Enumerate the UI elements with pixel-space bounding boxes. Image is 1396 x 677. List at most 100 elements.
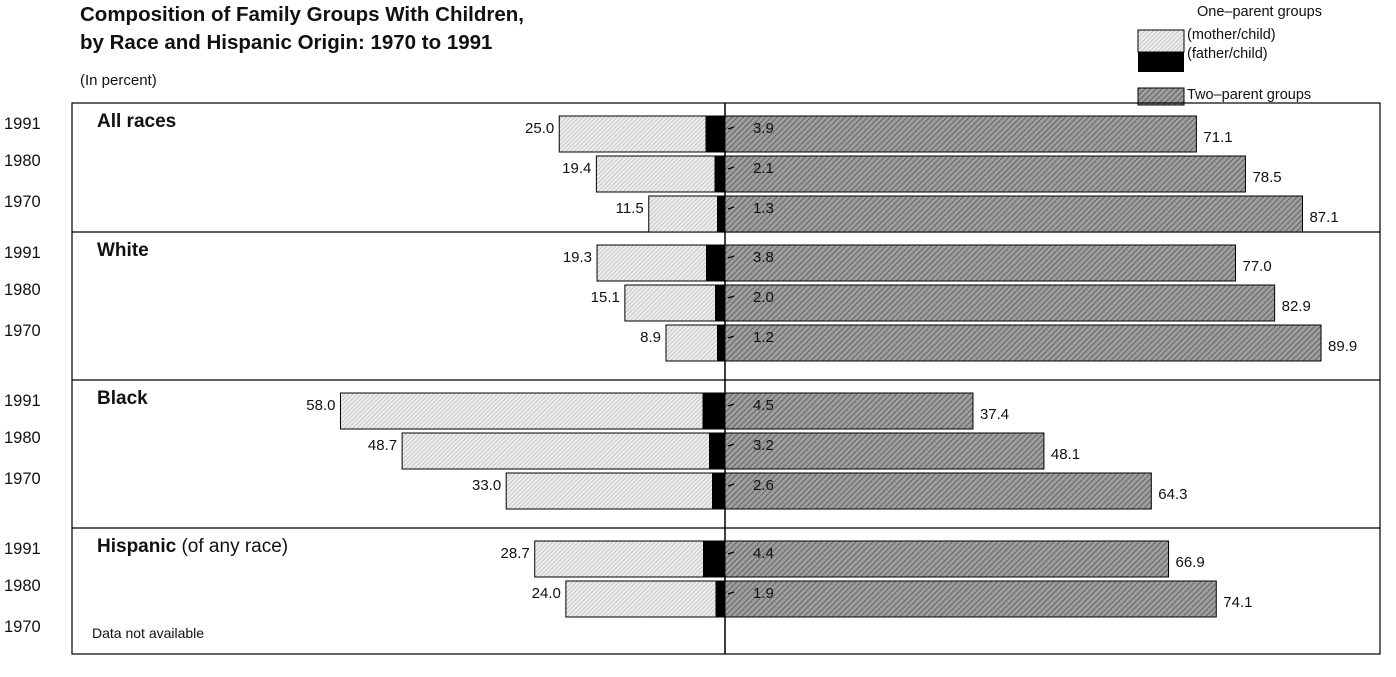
label-father-hispanic-1991: 4.4 bbox=[753, 545, 774, 562]
group-label-all-races: All races bbox=[97, 111, 176, 132]
leader-father-all-races-1980 bbox=[727, 166, 735, 170]
label-father-black-1980: 3.2 bbox=[753, 437, 774, 454]
bar-mother-child-all-races-1991 bbox=[558, 115, 726, 153]
label-mother-all-races-1970: 11.5 bbox=[616, 200, 644, 217]
note-hispanic-1970: Data not available bbox=[92, 625, 204, 641]
label-mother-white-1991: 19.3 bbox=[563, 249, 592, 266]
label-two-parent-white-1970: 89.9 bbox=[1328, 338, 1357, 355]
bar-two-parent-black-1991 bbox=[724, 392, 974, 430]
bar-father-child-white-1980 bbox=[715, 285, 725, 321]
legend-mother-label: (mother/child) bbox=[1187, 27, 1276, 43]
label-father-hispanic-1980: 1.9 bbox=[753, 585, 774, 602]
leader-father-hispanic-1991 bbox=[727, 551, 735, 555]
legend-two-parent-label: Two–parent groups bbox=[1187, 87, 1312, 103]
bar-mother-child-black-1970 bbox=[505, 472, 726, 510]
leader-father-white-1980 bbox=[727, 295, 735, 299]
label-mother-white-1970: 8.9 bbox=[640, 329, 661, 346]
legend-swatch-father bbox=[1138, 52, 1184, 72]
label-two-parent-all-races-1970: 87.1 bbox=[1309, 209, 1338, 226]
leader-father-hispanic-1980 bbox=[727, 591, 735, 595]
chart-title-line-2: by Race and Hispanic Origin: 1970 to 199… bbox=[80, 31, 493, 54]
bar-two-parent-all-races-1991 bbox=[724, 115, 1197, 153]
label-father-all-races-1991: 3.9 bbox=[753, 120, 774, 137]
bar-father-child-black-1991 bbox=[702, 393, 725, 429]
legend-swatch-mother bbox=[1137, 29, 1185, 53]
group-label-hispanic: Hispanic (of any race) bbox=[97, 536, 288, 557]
legend-one-parent-heading: One–parent groups bbox=[1197, 4, 1322, 20]
bar-two-parent-white-1970 bbox=[724, 324, 1322, 362]
year-label-all-races-1980: 1980 bbox=[4, 152, 41, 170]
bar-father-child-hispanic-1980 bbox=[715, 581, 725, 617]
label-two-parent-all-races-1991: 71.1 bbox=[1203, 129, 1232, 146]
label-mother-hispanic-1980: 24.0 bbox=[532, 585, 561, 602]
leader-father-white-1970 bbox=[727, 335, 735, 339]
label-two-parent-white-1991: 77.0 bbox=[1243, 258, 1272, 275]
chart-title-line-1: Composition of Family Groups With Childr… bbox=[80, 3, 524, 26]
bar-mother-child-white-1991 bbox=[596, 244, 726, 282]
bar-mother-child-black-1980 bbox=[401, 432, 726, 470]
bar-two-parent-white-1991 bbox=[724, 244, 1237, 282]
year-label-hispanic-1970: 1970 bbox=[4, 618, 41, 636]
bar-father-child-hispanic-1991 bbox=[703, 541, 725, 577]
year-label-black-1980: 1980 bbox=[4, 429, 41, 447]
legend-swatch-two-parent bbox=[1137, 87, 1185, 106]
label-two-parent-all-races-1980: 78.5 bbox=[1252, 169, 1281, 186]
bar-mother-child-hispanic-1980 bbox=[565, 580, 726, 618]
bar-two-parent-white-1980 bbox=[724, 284, 1276, 322]
label-two-parent-hispanic-1991: 66.9 bbox=[1176, 554, 1205, 571]
label-two-parent-black-1970: 64.3 bbox=[1158, 486, 1187, 503]
leader-father-all-races-1970 bbox=[727, 206, 735, 210]
label-father-white-1991: 3.8 bbox=[753, 249, 774, 266]
leader-father-white-1991 bbox=[727, 255, 735, 259]
year-label-hispanic-1991: 1991 bbox=[4, 540, 41, 558]
bar-father-child-black-1980 bbox=[709, 433, 725, 469]
leader-father-black-1970 bbox=[727, 483, 735, 487]
bar-mother-child-white-1970 bbox=[665, 324, 726, 362]
label-two-parent-black-1980: 48.1 bbox=[1051, 446, 1080, 463]
label-mother-all-races-1980: 19.4 bbox=[562, 160, 591, 177]
year-label-all-races-1991: 1991 bbox=[4, 115, 41, 133]
year-label-black-1970: 1970 bbox=[4, 470, 41, 488]
label-father-black-1970: 2.6 bbox=[753, 477, 774, 494]
year-label-white-1970: 1970 bbox=[4, 322, 41, 340]
bar-two-parent-all-races-1980 bbox=[724, 155, 1246, 193]
bar-mother-child-black-1991 bbox=[339, 392, 726, 430]
group-label-white: White bbox=[97, 240, 149, 261]
leader-father-all-races-1991 bbox=[727, 126, 735, 130]
bar-two-parent-all-races-1970 bbox=[724, 195, 1303, 233]
bar-mother-child-all-races-1970 bbox=[648, 195, 726, 233]
bar-father-child-all-races-1980 bbox=[714, 156, 725, 192]
legend-father-label: (father/child) bbox=[1187, 46, 1268, 62]
label-mother-black-1970: 33.0 bbox=[472, 477, 501, 494]
leader-father-black-1991 bbox=[727, 403, 735, 407]
label-mother-black-1980: 48.7 bbox=[368, 437, 397, 454]
label-father-white-1980: 2.0 bbox=[753, 289, 774, 306]
bar-father-child-white-1970 bbox=[717, 325, 725, 361]
bar-mother-child-all-races-1980 bbox=[595, 155, 726, 193]
bar-father-child-black-1970 bbox=[712, 473, 725, 509]
year-label-white-1980: 1980 bbox=[4, 281, 41, 299]
chart-subtitle: (In percent) bbox=[80, 72, 157, 89]
label-father-all-races-1980: 2.1 bbox=[753, 160, 774, 177]
bar-two-parent-hispanic-1991 bbox=[724, 540, 1170, 578]
label-mother-white-1980: 15.1 bbox=[591, 289, 620, 306]
label-two-parent-hispanic-1980: 74.1 bbox=[1223, 594, 1252, 611]
year-label-black-1991: 1991 bbox=[4, 392, 41, 410]
label-father-black-1991: 4.5 bbox=[753, 397, 774, 414]
bar-father-child-all-races-1970 bbox=[717, 196, 725, 232]
bar-two-parent-black-1970 bbox=[724, 472, 1152, 510]
label-mother-all-races-1991: 25.0 bbox=[525, 120, 554, 137]
bar-two-parent-black-1980 bbox=[724, 432, 1045, 470]
group-label-black: Black bbox=[97, 388, 148, 409]
year-label-white-1991: 1991 bbox=[4, 244, 41, 262]
label-two-parent-white-1980: 82.9 bbox=[1282, 298, 1311, 315]
leader-father-black-1980 bbox=[727, 443, 735, 447]
year-label-hispanic-1980: 1980 bbox=[4, 577, 41, 595]
plot-frame bbox=[71, 102, 1381, 655]
bar-two-parent-hispanic-1980 bbox=[724, 580, 1217, 618]
bar-mother-child-hispanic-1991 bbox=[534, 540, 726, 578]
bar-father-child-all-races-1991 bbox=[705, 116, 725, 152]
bar-mother-child-white-1980 bbox=[624, 284, 726, 322]
label-mother-hispanic-1991: 28.7 bbox=[501, 545, 530, 562]
